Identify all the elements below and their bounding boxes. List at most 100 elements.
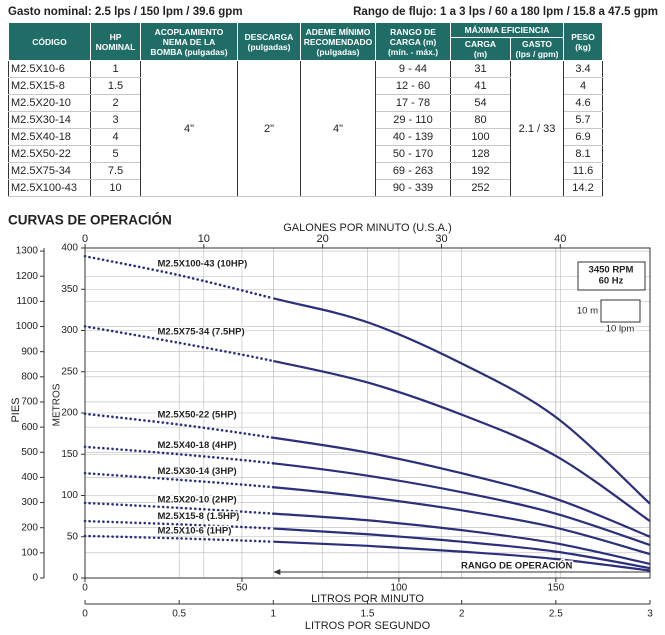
table-cell: M2.5X20-10 [8, 94, 91, 112]
table-cell: M2.5X50-22 [8, 145, 91, 163]
header-cell: ADEME MÍNIMO RECOMENDADO (pulgadas) [300, 22, 376, 61]
table-cell: M2.5X30-14 [8, 111, 91, 129]
table-cell: 128 [450, 145, 511, 163]
curve [273, 359, 651, 522]
table-cell: 12 - 60 [375, 77, 451, 95]
table-cell: 41 [450, 77, 511, 95]
y2-tick-label: 1000 [16, 321, 39, 332]
table-cell: M2.5X40-18 [8, 128, 91, 146]
y2-tick-label: 1300 [16, 246, 39, 257]
x-tick-label: 150 [547, 583, 564, 594]
x3-tick-label: 0 [82, 609, 88, 620]
curve-extrapolated [83, 254, 275, 300]
y2-tick-label: 700 [21, 397, 38, 408]
table-cell: 17 - 78 [375, 94, 451, 112]
header-line: CÓDIGO [32, 36, 67, 47]
curve [273, 486, 651, 556]
table-row: M2.5X100-43 10 90 - 339 252 14.2 [8, 179, 603, 197]
x3-tick-label: 1.5 [361, 609, 375, 620]
table-cell: 3.4 [563, 60, 603, 78]
flow-range: Rango de flujo: 1 a 3 lps / 60 a 180 lpm… [353, 6, 658, 18]
table-cell: 252 [450, 179, 511, 197]
y2-tick-label: 200 [21, 522, 38, 533]
table-cell: M2.5X10-6 [8, 60, 91, 78]
table-cell: M2.5X75-34 [8, 162, 91, 180]
y2-tick-label: 100 [21, 547, 38, 558]
y2-tick-label: 300 [21, 497, 38, 508]
curve-label: M2.5X30-14 (3HP) [158, 466, 237, 477]
header-line: (m) [473, 49, 488, 59]
table-cell: 31 [450, 60, 511, 78]
scale-y-label: 10 m [577, 306, 598, 317]
header-cell: HP NOMINAL [90, 22, 141, 61]
curve-label: M2.5X15-8 (1.5HP) [158, 511, 240, 522]
curve [273, 436, 651, 538]
hz-label: 60 Hz [599, 276, 624, 287]
x-tick-label: 0 [82, 583, 88, 594]
header-line: DESCARGA [244, 31, 294, 42]
x-tick-label: 50 [236, 583, 248, 594]
table-cell: 5.7 [563, 111, 603, 129]
y2-tick-label: 0 [32, 573, 38, 584]
header-line: RECOMENDADO [303, 36, 373, 47]
table-cell: M2.5X100-43 [8, 179, 91, 197]
header-line: (pulgadas) [316, 46, 360, 57]
y-axis-label: METROS [52, 383, 63, 426]
table-row: M2.5X20-10 2 17 - 78 54 4.6 [8, 94, 603, 112]
header-line: BOMBA (pulgadas) [150, 46, 228, 57]
header-line: (pulgadas) [247, 41, 291, 52]
curve-extrapolated [83, 471, 275, 489]
header-line: ADEME MÍNIMO [305, 26, 371, 37]
table-cell: 11.6 [563, 162, 603, 180]
table-cell: 3 [90, 111, 141, 129]
y-tick-label: 400 [61, 243, 78, 254]
table-row: M2.5X40-18 4 40 - 139 100 6.9 [8, 128, 603, 146]
table-body: M2.5X10-6 1 4" 2" 4" 9 - 44 31 2.1 / 33 3.4 M2.5X… [8, 60, 603, 197]
header-line: CARGA (m) [389, 36, 437, 47]
y-tick-label: 350 [61, 284, 78, 295]
y-tick-label: 0 [72, 573, 78, 584]
header-cell: CARGA (m) [450, 37, 511, 61]
curve [273, 512, 651, 566]
x3-tick-label: 2.5 [549, 609, 563, 620]
x2-tick-label: 20 [317, 233, 329, 245]
header-line: (lps / gpm) [515, 49, 559, 59]
table-cell: 4.6 [563, 94, 603, 112]
table-cell: 90 - 339 [375, 179, 451, 197]
y2-axis-label: PIES [10, 397, 22, 422]
table-cell: 192 [450, 162, 511, 180]
y2-tick-label: 800 [21, 371, 38, 382]
table-cell: 6.9 [563, 128, 603, 146]
header-line: (mín. - máx.) [387, 46, 439, 57]
curve [273, 540, 651, 572]
table-cell: 29 - 110 [375, 111, 451, 129]
y2-tick-label: 600 [21, 422, 38, 433]
table-cell: 40 - 139 [375, 128, 451, 146]
spec-table: CÓDIGO HP NOMINAL ACOPLAMIENTO NEMA DE LA BOM… [8, 22, 603, 197]
x2-tick-label: 40 [554, 233, 566, 245]
y2-tick-label: 500 [21, 447, 38, 458]
header-cell: CÓDIGO [8, 22, 91, 61]
range-label: RANGO DE OPERACIÓN [461, 560, 573, 572]
header-row: CÓDIGO HP NOMINAL ACOPLAMIENTO NEMA DE LA BOM… [8, 22, 603, 61]
header-line: GASTO [521, 39, 553, 49]
header-line: PESO [571, 31, 595, 42]
scale-box [600, 299, 641, 323]
y2-tick-label: 1100 [16, 296, 38, 307]
header-line: MÁXIMA EFICIENCIA [464, 25, 550, 35]
table-cell: 4 [90, 128, 141, 146]
table-cell: 10 [90, 179, 141, 197]
curve-extrapolated [83, 519, 275, 530]
header-line: (kg) [575, 41, 591, 52]
x3-tick-label: 0.5 [172, 609, 186, 620]
merged-cell: 4" [140, 60, 238, 197]
y-tick-label: 250 [61, 366, 78, 377]
table-row: M2.5X50-22 5 50 - 170 128 8.1 [8, 145, 603, 163]
x2-tick-label: 10 [198, 233, 210, 245]
header-cell: GASTO (lps / gpm) [510, 37, 564, 61]
curve-extrapolated [83, 412, 275, 440]
y2-tick-label: 900 [21, 346, 38, 357]
rpm-box [577, 261, 646, 291]
